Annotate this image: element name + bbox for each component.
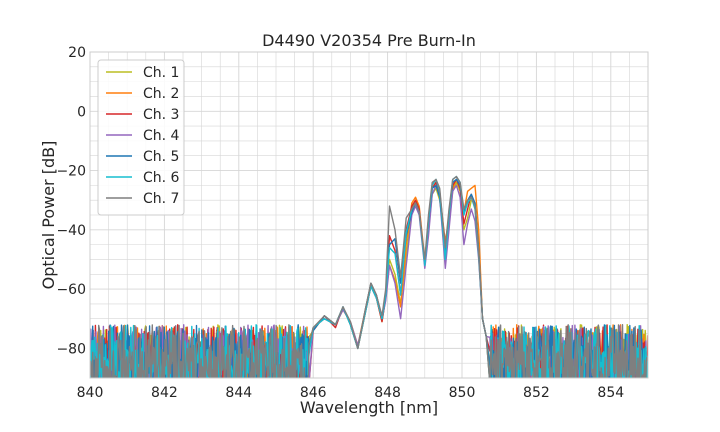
x-tick-label: 842: [151, 385, 178, 401]
y-tick-label: 0: [77, 104, 86, 120]
legend-label: Ch. 2: [143, 86, 179, 102]
tick-labels: 840 842 844 846 848 850 852 854 −80 −60 −40 −20 0 20: [56, 45, 624, 401]
y-tick-label: −40: [56, 223, 86, 239]
x-tick-label: 846: [300, 385, 327, 401]
series-layer: [90, 175, 648, 378]
x-tick-label: 848: [374, 385, 401, 401]
legend-label: Ch. 3: [143, 107, 179, 123]
y-tick-label: −20: [56, 164, 86, 180]
legend-label: Ch. 6: [143, 170, 180, 186]
x-tick-label: 854: [597, 385, 624, 401]
y-tick-label: 20: [68, 45, 86, 61]
x-tick-label: 852: [523, 385, 550, 401]
series-line-ch6: [90, 175, 648, 378]
legend-label: Ch. 5: [143, 149, 179, 165]
plot-frame: [89, 51, 649, 379]
x-tick-label: 850: [449, 385, 476, 401]
x-tick-label: 840: [77, 385, 104, 401]
y-tick-label: −60: [56, 282, 86, 298]
x-tick-label: 844: [225, 385, 252, 401]
series-line-ch7: [90, 175, 648, 378]
chart-title: D4490 V20354 Pre Burn-In: [262, 31, 476, 50]
y-axis-label: Optical Power [dB]: [39, 141, 58, 290]
legend-label: Ch. 1: [143, 65, 179, 81]
legend-label: Ch. 7: [143, 191, 179, 207]
legend-label: Ch. 4: [143, 128, 180, 144]
plot-area: [90, 175, 648, 378]
legend: Ch. 1 Ch. 2 Ch. 3 Ch. 4 Ch. 5 Ch. 6 Ch. 7: [97, 59, 185, 216]
y-tick-label: −80: [56, 341, 86, 357]
x-axis-label: Wavelength [nm]: [300, 398, 438, 417]
